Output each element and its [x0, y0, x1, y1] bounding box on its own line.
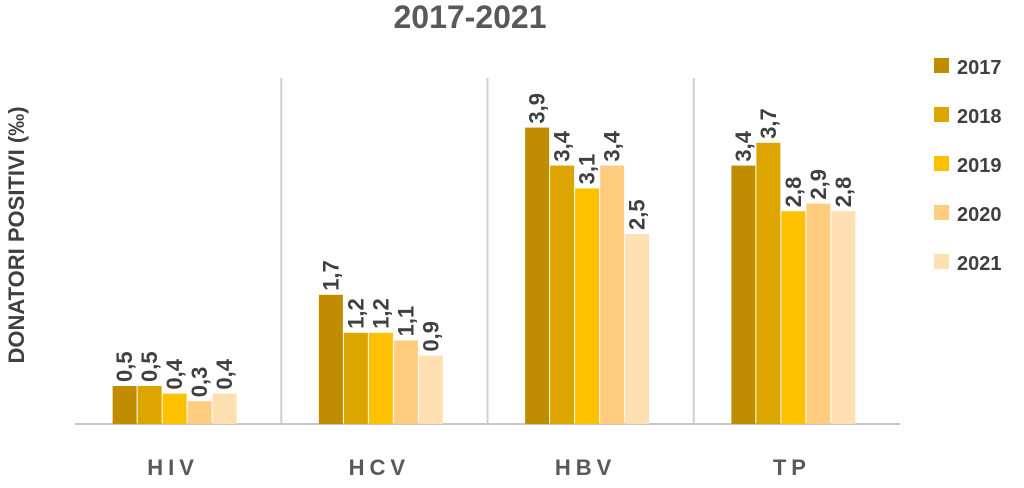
- data-label-tp-2017: 3,4: [731, 130, 756, 161]
- bar-hbv-2020: [600, 165, 625, 424]
- data-label-hcv-2018: 1,2: [343, 298, 368, 329]
- bar-hiv-2021: [212, 393, 237, 424]
- data-label-hcv-2021: 0,9: [418, 321, 443, 352]
- legend-swatch-2019: [934, 156, 949, 171]
- chart-title: 2017-2021: [393, 0, 546, 35]
- bar-hcv-2019: [368, 332, 393, 424]
- data-label-hcv-2017: 1,7: [318, 260, 343, 291]
- bar-tp-2020: [806, 203, 831, 424]
- data-label-hcv-2020: 1,1: [393, 306, 418, 337]
- legend-swatch-2018: [934, 107, 949, 122]
- data-label-hiv-2017: 0,5: [112, 351, 137, 382]
- data-label-hiv-2020: 0,3: [187, 367, 212, 398]
- bar-hiv-2017: [112, 386, 137, 424]
- y-axis-label: DONATORI POSITIVI (‰): [4, 106, 29, 363]
- data-label-hbv-2020: 3,4: [600, 130, 625, 161]
- bar-hcv-2020: [393, 340, 418, 424]
- bar-tp-2018: [756, 142, 781, 425]
- x-axis-tick-labels: HIV HCV HBV TP: [147, 455, 811, 480]
- legend-label-2021: 2021: [957, 253, 1002, 275]
- legend-label-2018: 2018: [957, 106, 1002, 128]
- legend-swatch-2021: [934, 254, 949, 269]
- bar-hcv-2017: [318, 294, 343, 424]
- legend-label-2017: 2017: [957, 57, 1002, 79]
- data-label-hbv-2021: 2,5: [625, 199, 650, 230]
- bar-tp-2017: [731, 165, 756, 424]
- legend-label-2020: 2020: [957, 204, 1002, 226]
- data-label-hiv-2019: 0,4: [162, 358, 187, 389]
- data-label-hbv-2017: 3,9: [525, 93, 550, 124]
- bar-tp-2021: [831, 211, 856, 424]
- bar-hcv-2021: [418, 355, 443, 424]
- plot-area: 0,5 0,5 0,4 0,3 0,41,71,2 1,2 1,1 0,93,93,43,13…: [75, 78, 900, 425]
- bar-hiv-2020: [187, 401, 212, 424]
- data-label-hbv-2019: 3,1: [575, 154, 600, 185]
- bar-hbv-2021: [625, 234, 650, 424]
- x-tick-label-hcv: HCV: [349, 455, 410, 480]
- x-tick-label-hiv: HIV: [147, 455, 199, 480]
- bar-tp-2019: [781, 211, 806, 424]
- data-label-hcv-2019: 1,2: [368, 298, 393, 329]
- legend-swatch-2020: [934, 205, 949, 220]
- bar-hbv-2019: [575, 188, 600, 424]
- bar-hbv-2018: [550, 165, 575, 424]
- bar-hiv-2018: [137, 386, 162, 424]
- data-label-tp-2019: 2,8: [781, 177, 806, 208]
- legend: 2017 2018 2019 2020 2021: [934, 57, 1002, 275]
- legend-label-2019: 2019: [957, 155, 1002, 177]
- data-label-tp-2018: 3,7: [756, 108, 781, 139]
- x-tick-label-tp: TP: [773, 455, 811, 480]
- legend-swatch-2017: [934, 58, 949, 73]
- data-label-tp-2021: 2,8: [831, 177, 856, 208]
- bar-hiv-2019: [162, 393, 187, 424]
- x-tick-label-hbv: HBV: [555, 455, 616, 480]
- data-label-hiv-2018: 0,5: [137, 351, 162, 382]
- data-label-hiv-2021: 0,4: [212, 358, 237, 389]
- data-label-tp-2020: 2,9: [806, 169, 831, 200]
- data-label-hbv-2018: 3,4: [550, 130, 575, 161]
- bar-hcv-2018: [343, 332, 368, 424]
- bar-hbv-2017: [525, 127, 550, 424]
